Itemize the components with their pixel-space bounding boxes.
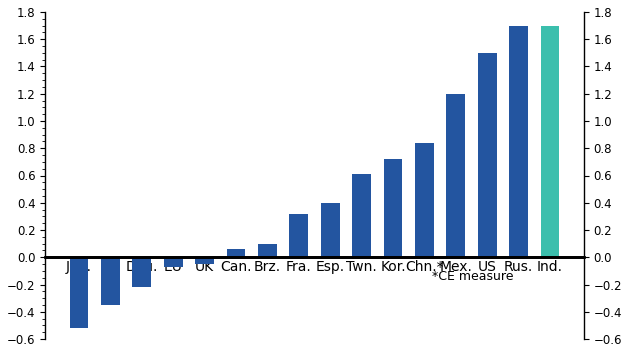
Bar bbox=[415, 143, 434, 257]
Bar bbox=[226, 249, 245, 257]
Bar bbox=[133, 257, 151, 287]
Bar bbox=[478, 53, 496, 257]
Bar bbox=[447, 94, 465, 257]
Bar bbox=[384, 159, 403, 257]
Bar bbox=[289, 214, 308, 257]
Bar bbox=[70, 257, 89, 328]
Bar bbox=[164, 257, 182, 267]
Bar bbox=[258, 244, 277, 257]
Bar bbox=[195, 257, 214, 264]
Bar bbox=[509, 25, 528, 257]
Bar bbox=[321, 203, 340, 257]
Text: *CE measure: *CE measure bbox=[432, 270, 514, 283]
Bar bbox=[352, 174, 371, 257]
Bar bbox=[540, 25, 559, 257]
Bar bbox=[101, 257, 120, 305]
